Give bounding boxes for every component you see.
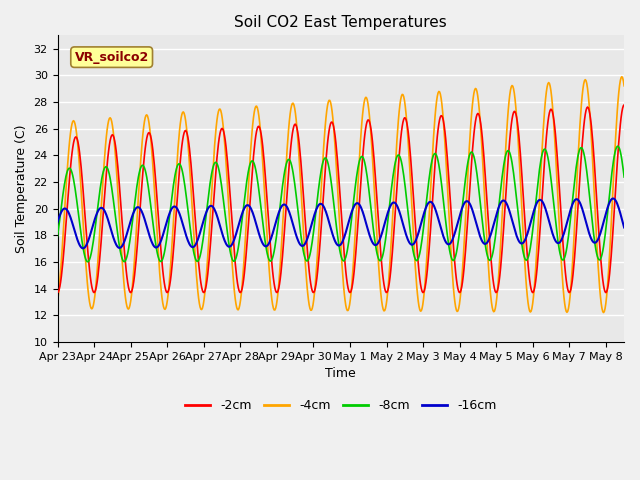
- X-axis label: Time: Time: [326, 367, 356, 380]
- Text: VR_soilco2: VR_soilco2: [74, 51, 148, 64]
- Title: Soil CO2 East Temperatures: Soil CO2 East Temperatures: [234, 15, 447, 30]
- Legend: -2cm, -4cm, -8cm, -16cm: -2cm, -4cm, -8cm, -16cm: [180, 394, 502, 417]
- Y-axis label: Soil Temperature (C): Soil Temperature (C): [15, 124, 28, 253]
